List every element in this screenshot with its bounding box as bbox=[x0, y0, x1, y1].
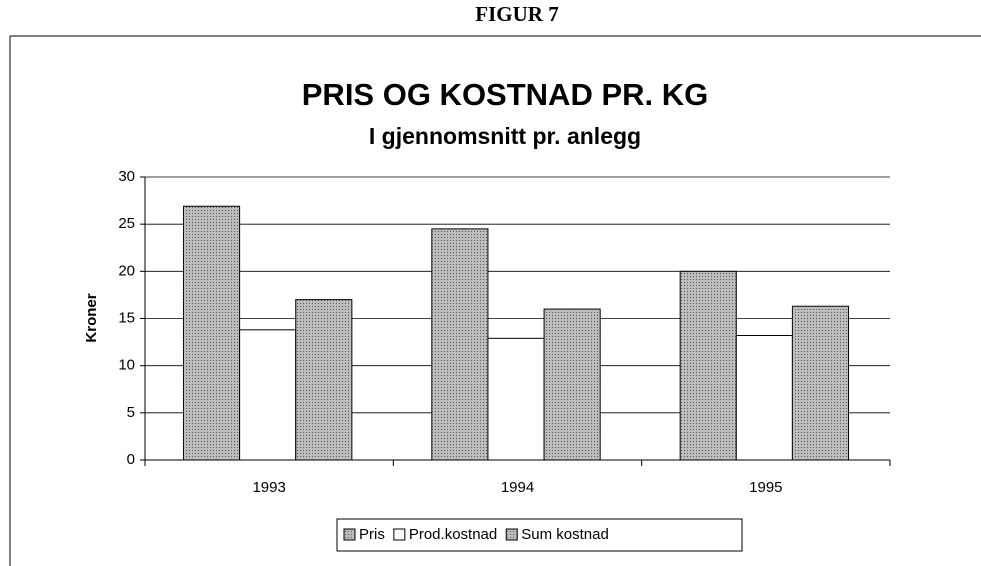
x-tick-label: 1993 bbox=[252, 479, 285, 496]
legend-label: Sum kostnad bbox=[521, 526, 609, 543]
bar bbox=[791, 305, 850, 461]
bar bbox=[182, 205, 241, 461]
y-tick-label: 10 bbox=[118, 357, 135, 374]
bar bbox=[431, 228, 489, 461]
bar bbox=[239, 329, 297, 461]
figure-label: FIGUR 7 bbox=[475, 2, 558, 26]
bar bbox=[487, 337, 545, 461]
bar bbox=[735, 334, 793, 461]
y-axis-label: Kroner bbox=[83, 293, 100, 342]
y-tick-label: 30 bbox=[118, 168, 135, 185]
legend-swatch-texture bbox=[344, 529, 355, 540]
y-tick-label: 25 bbox=[118, 215, 135, 232]
legend-swatch-texture bbox=[506, 529, 518, 540]
bar bbox=[679, 270, 737, 461]
x-tick-label: 1995 bbox=[749, 479, 782, 496]
x-tick-label: 1994 bbox=[501, 479, 534, 496]
chart-title: PRIS OG KOSTNAD PR. KG bbox=[302, 77, 708, 112]
legend-swatch bbox=[393, 528, 406, 541]
y-tick-label: 15 bbox=[118, 309, 135, 326]
y-tick-label: 5 bbox=[127, 404, 135, 421]
bar bbox=[295, 299, 353, 461]
chart-subtitle: I gjennomsnitt pr. anlegg bbox=[369, 123, 641, 149]
legend-label: Pris bbox=[359, 526, 385, 543]
y-tick-label: 20 bbox=[118, 262, 135, 279]
bar bbox=[543, 308, 601, 461]
y-tick-label: 0 bbox=[127, 451, 135, 468]
legend-label: Prod.kostnad bbox=[409, 526, 497, 543]
